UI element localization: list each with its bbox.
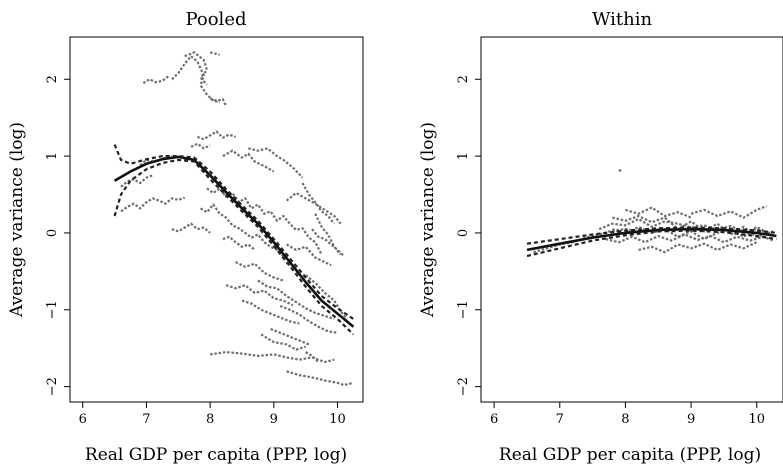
y-tick-label: 0 <box>45 229 60 237</box>
country-trace <box>222 149 275 173</box>
country-trace <box>314 213 342 256</box>
country-trace <box>605 233 774 244</box>
y-tick-label: −2 <box>45 377 60 396</box>
plot-area <box>526 168 777 258</box>
country-trace <box>257 279 335 321</box>
y-tick-label: 2 <box>456 75 471 83</box>
fitted-curve <box>526 227 777 252</box>
country-trace <box>638 241 758 254</box>
y-tick-label: 1 <box>456 152 471 160</box>
country-trace <box>197 130 236 141</box>
plot-frame <box>69 36 364 403</box>
x-tick-label: 7 <box>142 412 150 427</box>
country-trace <box>171 222 211 234</box>
y-tick-label: −1 <box>45 300 60 319</box>
x-tick-label: 8 <box>621 412 629 427</box>
country-trace <box>612 214 774 238</box>
panel-title: Pooled <box>186 9 247 30</box>
country-trace <box>235 261 284 282</box>
country-trace <box>120 174 154 188</box>
country-trace <box>200 203 285 257</box>
panel-title: Within <box>592 9 653 30</box>
country-trace <box>690 205 767 219</box>
country-trace <box>279 304 338 334</box>
country-trace <box>625 206 692 219</box>
country-trace <box>190 142 211 150</box>
x-tick-label: 9 <box>687 412 695 427</box>
x-tick-label: 10 <box>748 412 765 427</box>
country-trace <box>260 333 307 351</box>
country-trace <box>286 243 332 267</box>
country-trace <box>225 284 294 307</box>
country-trace <box>305 351 320 363</box>
y-axis-label: Average variance (log) <box>7 122 27 318</box>
y-tick-label: 1 <box>45 152 60 160</box>
x-tick-label: 10 <box>329 412 346 427</box>
country-trace <box>618 168 623 173</box>
ci-lower-bound <box>113 158 355 336</box>
country-trace <box>248 147 304 179</box>
country-trace <box>209 351 335 364</box>
country-trace <box>209 97 228 107</box>
x-tick-label: 7 <box>556 412 564 427</box>
country-trace <box>285 191 342 225</box>
y-tick-label: −1 <box>456 300 471 319</box>
country-trace <box>311 228 345 257</box>
country-trace <box>305 274 348 320</box>
country-trace <box>241 299 300 325</box>
x-tick-label: 8 <box>206 412 214 427</box>
country-trace <box>171 55 220 104</box>
y-axis-label: Average variance (log) <box>418 122 438 318</box>
country-trace <box>209 51 220 56</box>
ci-upper-bound <box>113 144 355 320</box>
x-tick-label: 9 <box>270 412 278 427</box>
x-axis-label: Real GDP per capita (PPP, log) <box>85 445 347 465</box>
country-trace <box>120 196 186 213</box>
within-panel: Within 6 7 8 9 10 −2 −1 0 1 2 Real GDP per capita (… <box>418 9 783 465</box>
country-trace <box>611 225 771 241</box>
ci-lower-bound <box>526 229 777 258</box>
x-axis-label: Real GDP per capita (PPP, log) <box>499 445 761 465</box>
country-trace <box>533 228 639 254</box>
y-tick-label: 0 <box>456 229 471 237</box>
country-trace <box>301 182 336 225</box>
y-tick-label: −2 <box>456 377 471 396</box>
country-trace <box>286 370 354 387</box>
pooled-panel: Pooled 6 7 8 9 10 −2 −1 0 1 2 Real GDP per capita (… <box>7 9 364 465</box>
country-trace <box>222 235 256 251</box>
fitted-curve <box>113 155 355 328</box>
plot-frame <box>480 36 783 403</box>
country-trace <box>184 51 208 86</box>
country-trace <box>142 75 170 85</box>
x-tick-label: 6 <box>490 412 498 427</box>
x-tick-label: 6 <box>79 412 87 427</box>
ci-upper-bound <box>526 226 777 245</box>
plot-area <box>113 51 355 387</box>
y-tick-label: 2 <box>45 75 60 83</box>
